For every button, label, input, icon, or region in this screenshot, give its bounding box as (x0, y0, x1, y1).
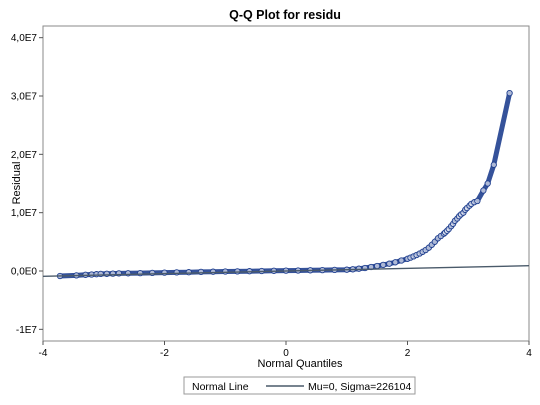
y-tick-label: 2,0E7 (11, 150, 38, 161)
data-point (173, 269, 180, 276)
x-tick-label: -4 (39, 348, 48, 359)
data-point (185, 269, 192, 276)
y-tick-label: 0,0E0 (11, 267, 38, 278)
legend-entry: Mu=0, Sigma=226104 (308, 381, 411, 393)
data-point (161, 269, 168, 276)
series-layer (42, 89, 530, 280)
y-tick-label: 3,0E7 (11, 92, 38, 103)
x-tick-label: 4 (526, 348, 532, 359)
data-point (124, 270, 132, 277)
data-point (480, 187, 487, 194)
data-point (197, 268, 205, 276)
data-point (380, 261, 387, 269)
data-point (373, 262, 381, 270)
x-tick-label: -2 (160, 348, 169, 359)
y-tick-label: 1,0E7 (11, 208, 38, 219)
data-point (490, 161, 497, 168)
data-point (103, 270, 110, 277)
data-point (137, 269, 144, 277)
data-point (506, 89, 513, 97)
data-point (474, 197, 481, 205)
data-point (149, 269, 156, 277)
data-point (398, 257, 405, 264)
data-point (386, 260, 393, 267)
data-point (222, 268, 229, 275)
y-tick-label: 4,0E7 (11, 33, 38, 44)
x-tick-label: 2 (405, 348, 411, 359)
y-tick-label: -1E7 (16, 325, 38, 336)
x-axis-label: Normal Quantiles (258, 358, 343, 370)
x-axis: -4 -2 0 2 4 (39, 341, 532, 359)
legend-title: Normal Line (192, 381, 249, 393)
y-axis: -1E7 0,0E0 1,0E7 2,0E7 3,0E7 4,0E7 (11, 33, 43, 336)
data-point (392, 259, 399, 266)
legend: Normal Line Mu=0, Sigma=226104 (183, 376, 416, 395)
data-point (97, 270, 104, 278)
normal-reference-line (42, 265, 530, 277)
x-tick-label: 0 (283, 348, 289, 359)
data-point (484, 180, 491, 187)
data-point (209, 268, 217, 275)
chart-title: Q-Q Plot for residu (229, 8, 341, 22)
y-axis-label: Residual (11, 162, 23, 205)
